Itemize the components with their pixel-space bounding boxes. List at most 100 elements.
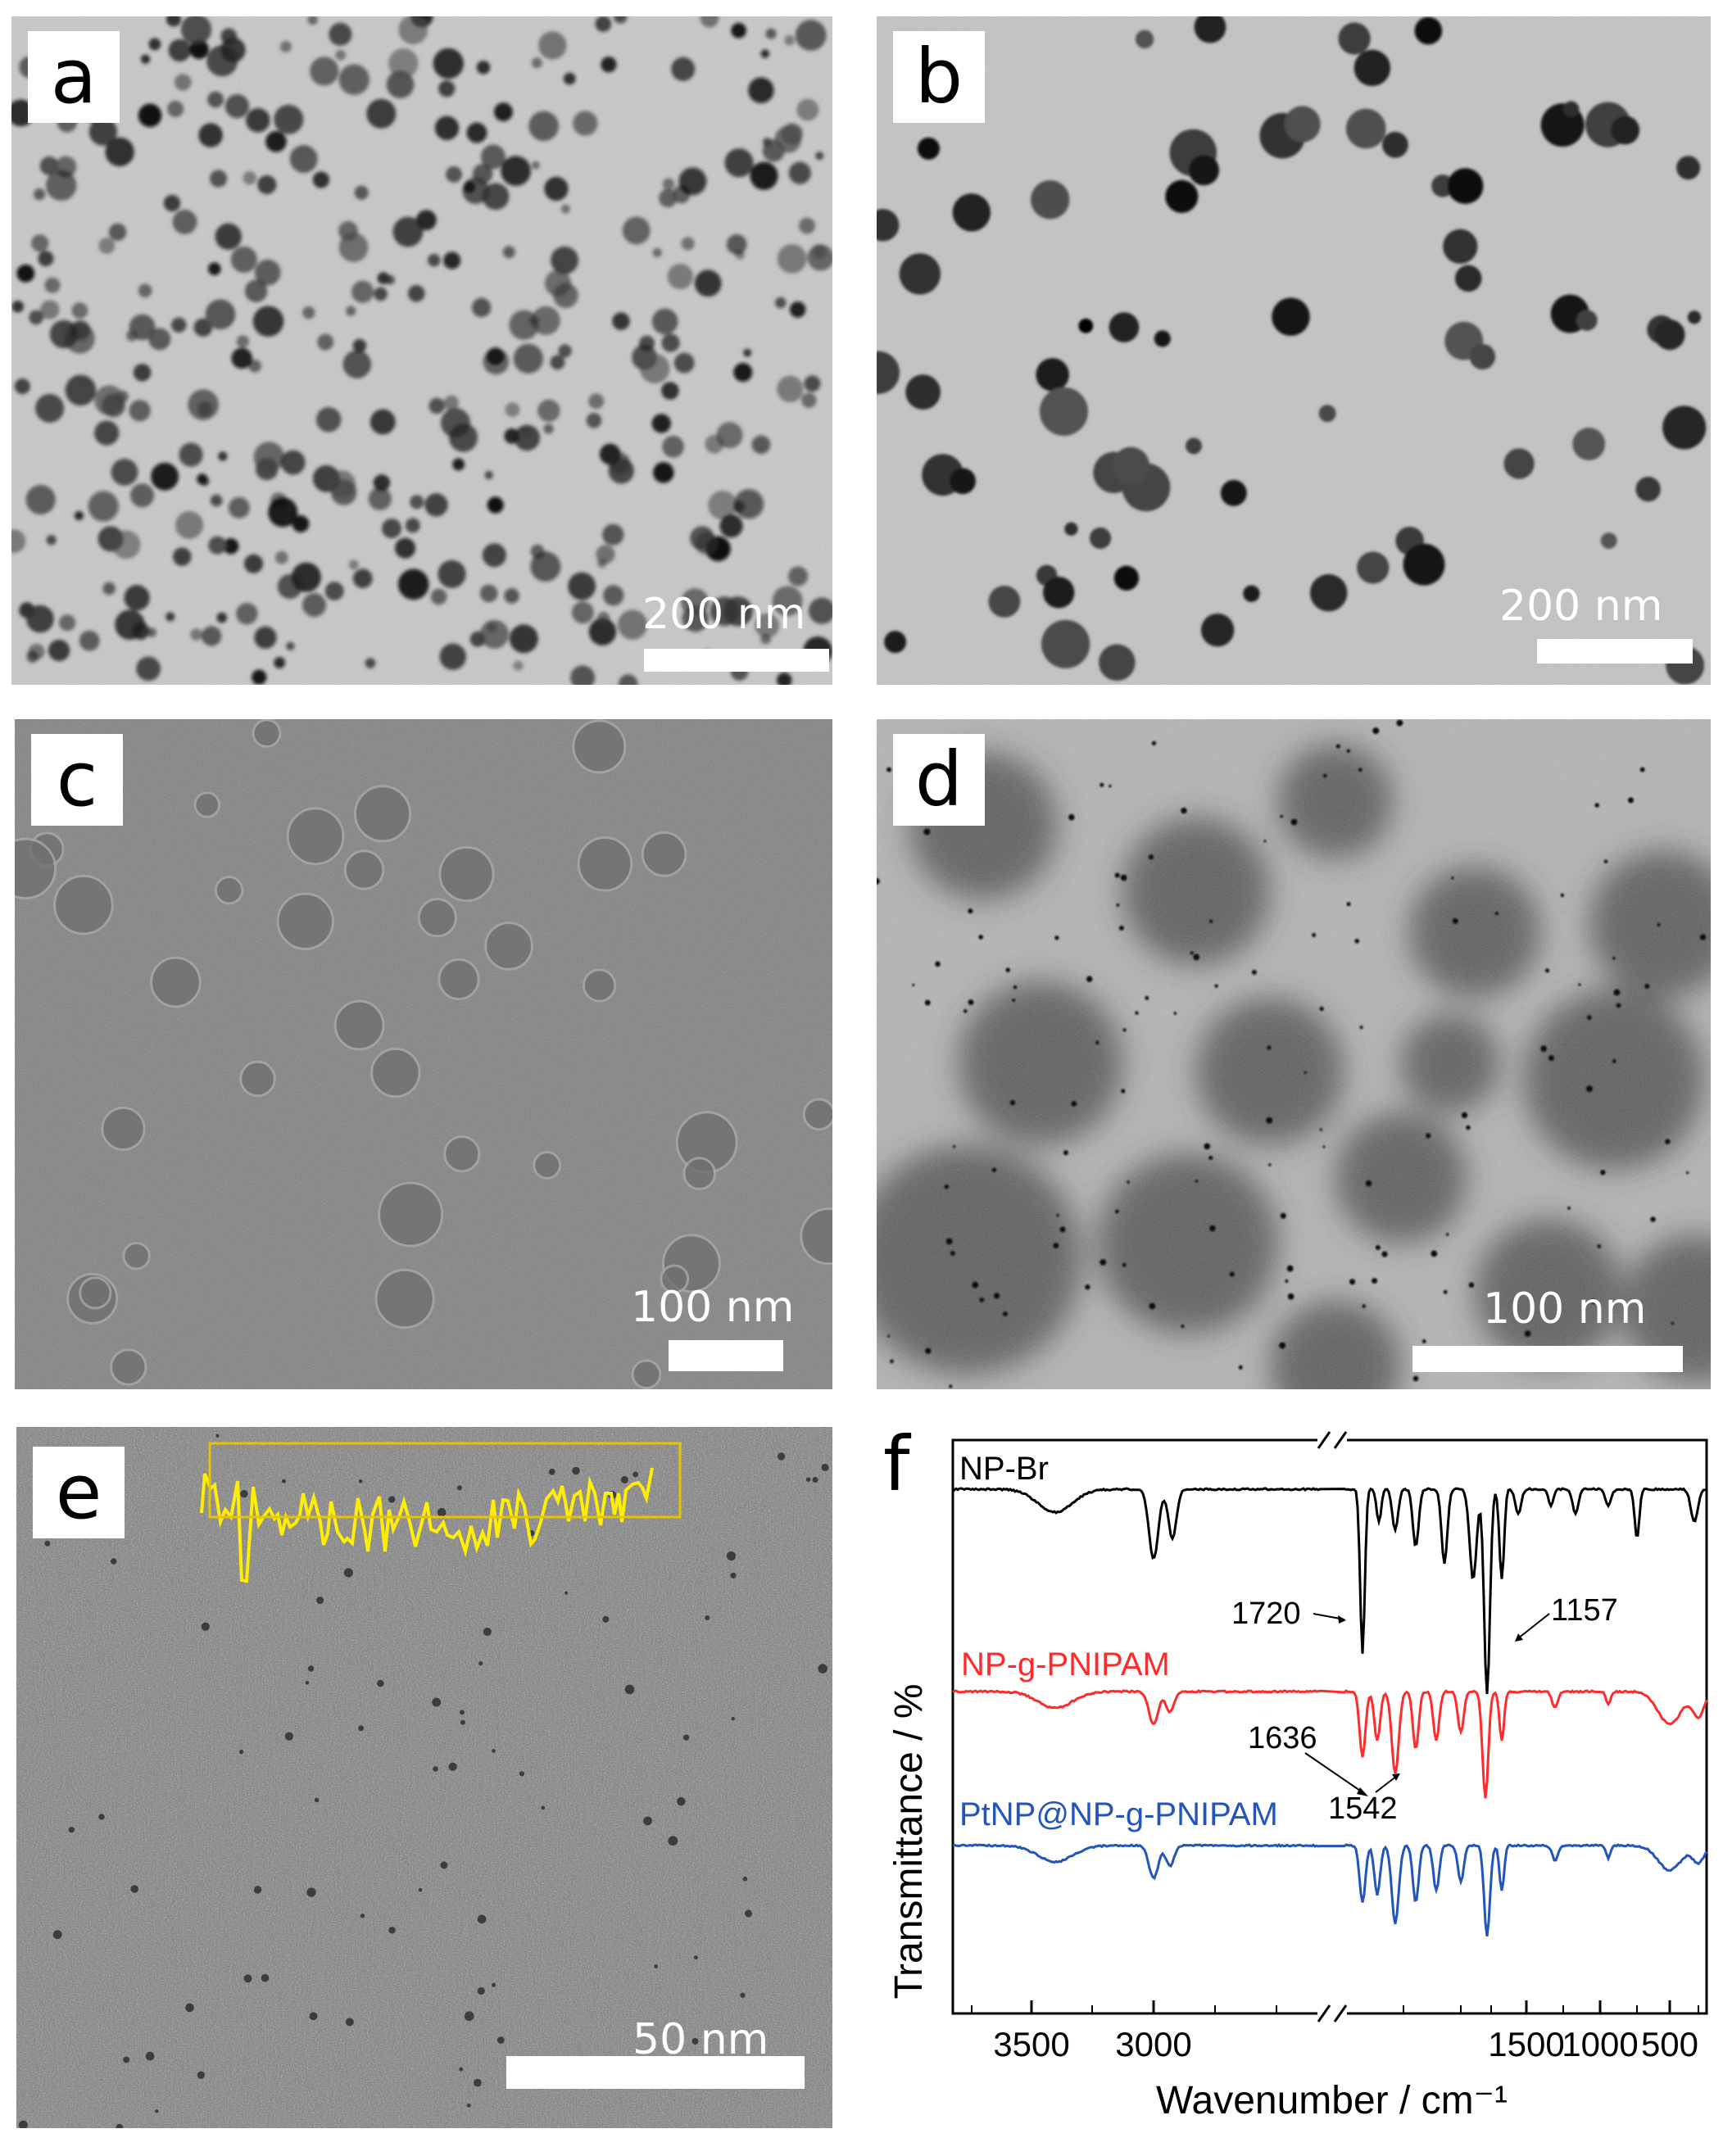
nanoparticle-dot (407, 284, 425, 302)
pt-speck (944, 1184, 950, 1189)
nanoparticle-dot (254, 259, 281, 286)
nanoparticle-dot (354, 185, 369, 200)
pt-speck (963, 1009, 968, 1013)
nanoparticle-dot (1687, 310, 1702, 324)
pt-speck (923, 828, 931, 836)
pt-speck (972, 1281, 979, 1289)
nanoparticle-dot (265, 131, 287, 152)
nanoparticle-dot (1089, 527, 1112, 550)
nanoparticle-dot (348, 559, 359, 570)
nanoparticle-dot (65, 374, 97, 406)
nanoparticle-dot (1064, 522, 1078, 536)
nanoparticle-dot (223, 538, 239, 555)
annotation-1157: 1157 (1551, 1593, 1618, 1628)
nanoparticle-dot (801, 392, 817, 408)
pt-speck (548, 1468, 555, 1475)
pt-speck (1009, 1100, 1016, 1106)
nanoparticle-dot (602, 523, 624, 546)
nanoparticle-dot (388, 48, 419, 79)
nanoparticle-dot (1345, 108, 1386, 149)
nanoparticle-dot (202, 626, 222, 646)
pt-speck (1279, 1342, 1286, 1349)
pt-speck (1616, 1003, 1621, 1008)
nanoparticle-dot (231, 347, 252, 369)
nanoparticle-dot (31, 234, 49, 252)
nanoparticle-dot (622, 216, 651, 245)
pt-speck (912, 983, 915, 987)
nanoparticle-dot (667, 263, 693, 290)
pt-speck (1494, 912, 1499, 916)
pt-speck (726, 1551, 737, 1561)
pt-speck (1644, 983, 1650, 989)
nanoparticle-dot (11, 529, 26, 553)
x-axis-title: Wavenumber / cm⁻¹ (1156, 2079, 1508, 2122)
nanoparticle-dot (443, 395, 459, 410)
nanoparticle-dot (750, 161, 778, 190)
pt-speck (1322, 773, 1327, 778)
pt-speck (777, 1452, 786, 1461)
particle-ring (641, 831, 687, 877)
nanoparticle-dot (1186, 437, 1202, 455)
nanoparticle-dot (678, 167, 707, 196)
pt-speck (887, 1334, 891, 1338)
nanoparticle-dot (373, 474, 391, 491)
pt-speck (1322, 1145, 1326, 1148)
nanoparticle-dot (248, 359, 261, 373)
nanoparticle-dot (382, 519, 402, 539)
nanoparticle-dot (723, 596, 753, 627)
pt-speck (440, 1861, 448, 1869)
panel-label-e: e (33, 1447, 125, 1538)
pt-speck (1362, 1304, 1366, 1308)
nanoparticle-dot (16, 264, 35, 283)
nanoparticle-dot (504, 428, 520, 444)
pt-speck (731, 1717, 735, 1721)
nanoparticle-dot (124, 585, 150, 611)
nanoparticle-dot (148, 328, 171, 351)
particle-ring (577, 836, 633, 892)
nanoparticle-dot (917, 137, 940, 160)
nanoparticle-dot (1635, 476, 1661, 502)
pt-speck (456, 1485, 462, 1491)
nanoparticle-dot (487, 347, 505, 365)
pt-speck (945, 1238, 953, 1245)
nanoparticle-dot (395, 537, 416, 559)
nanoparticle-dot (180, 16, 212, 45)
nanoparticle-dot (189, 39, 209, 60)
pt-speck (1095, 1040, 1100, 1044)
nanoparticle-dot (617, 609, 648, 640)
nanoparticle-dot (49, 319, 79, 349)
particle-ring (438, 845, 495, 903)
nanoparticle-dot (1611, 116, 1640, 145)
scale-bar-a (644, 649, 829, 672)
pt-speck (1290, 818, 1298, 826)
nanoparticle-dot (165, 612, 175, 622)
scale-text-c: 100 nm (631, 1283, 795, 1332)
nanoparticle-dot (637, 359, 648, 369)
nanoparticle-dot (661, 333, 680, 352)
particle-ring (239, 1060, 276, 1098)
pt-speck (1181, 808, 1187, 814)
nanoparticle-dot (1188, 155, 1219, 186)
pt-speck (1204, 1143, 1211, 1150)
pt-speck (185, 2003, 194, 2013)
pt-speck (201, 1622, 210, 1631)
nanoparticle-dot (614, 16, 628, 24)
nanoparticle-dot (466, 122, 487, 143)
pt-speck (978, 935, 983, 940)
pt-speck (1053, 1243, 1059, 1249)
pt-speck (1005, 967, 1010, 972)
nanoparticle-dot (807, 244, 832, 271)
nanoparticle-dot (788, 161, 811, 184)
pt-speck (18, 2120, 28, 2128)
pt-speck (1280, 1212, 1286, 1219)
particle-ring (252, 719, 282, 749)
pt-speck (116, 2123, 124, 2128)
pt-speck (1266, 1116, 1273, 1124)
nanoparticle-dot (531, 306, 560, 335)
pt-speck (1267, 1045, 1272, 1050)
pt-speck (238, 1749, 244, 1755)
nanoparticle-dot (46, 535, 57, 546)
nanoparticle-dot (1194, 16, 1227, 43)
series-label-np-br: NP-Br (959, 1451, 1049, 1487)
pt-speck (624, 1684, 635, 1695)
